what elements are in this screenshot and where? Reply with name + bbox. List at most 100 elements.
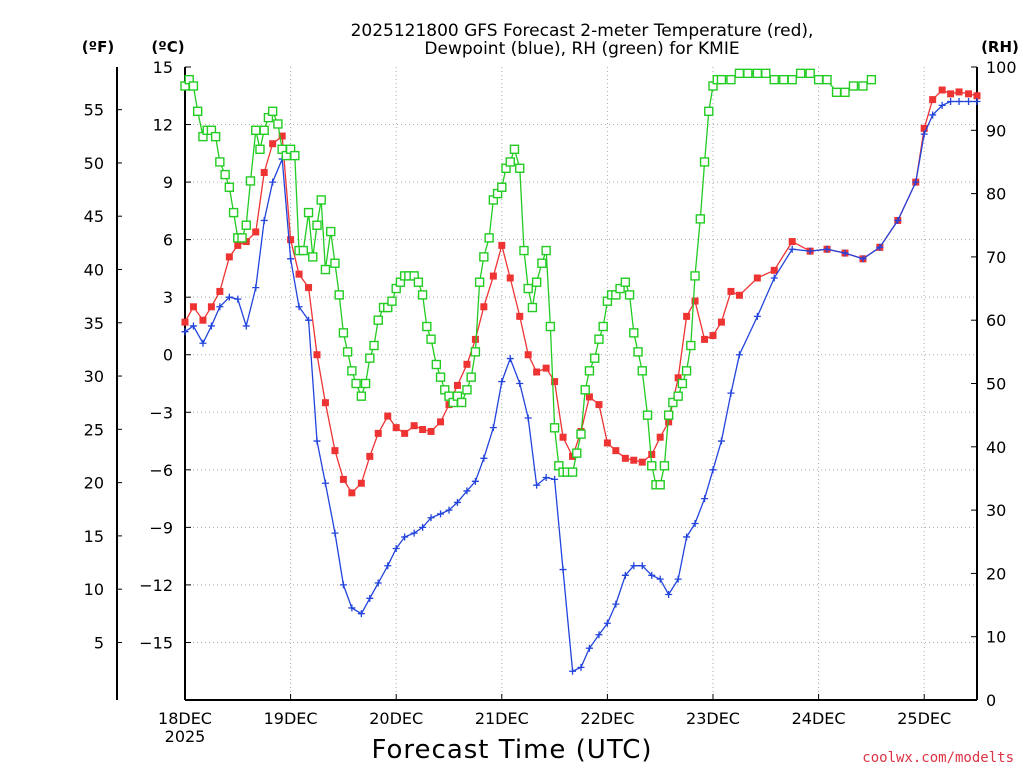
temperature-point	[683, 312, 691, 320]
rh-point	[431, 359, 442, 370]
rh-point	[659, 461, 670, 471]
dewpoint-point	[542, 473, 550, 481]
grid-layer	[185, 67, 977, 700]
rh-point	[695, 214, 706, 224]
temperature-point	[295, 270, 303, 278]
rh-point	[320, 264, 331, 275]
x-tick-label: 21DEC	[475, 709, 529, 728]
rh-point	[787, 74, 797, 85]
rh-point	[813, 74, 824, 85]
rh-point	[241, 220, 251, 230]
temperature-point	[269, 140, 277, 148]
dewpoint-point	[938, 101, 946, 109]
rh-point	[840, 87, 850, 98]
dewpoint-point	[630, 562, 638, 570]
dewpoint-point	[384, 562, 392, 570]
temperature-point	[770, 266, 778, 274]
fahrenheit-unit-label: (ºF)	[82, 38, 114, 56]
rh-point	[629, 328, 639, 338]
temperature-point	[533, 368, 541, 376]
rh-point	[590, 353, 600, 363]
dewpoint-point	[524, 414, 532, 422]
dewpoint-point	[735, 351, 743, 359]
temperature-point	[788, 238, 796, 246]
temperature-point	[437, 418, 445, 426]
temperature-point	[516, 312, 524, 320]
rh-point	[752, 68, 763, 79]
celsius-unit-label: (ºC)	[151, 38, 184, 56]
dewpoint-point	[770, 274, 778, 282]
rh-point	[466, 372, 476, 382]
rh-point	[369, 340, 379, 351]
temperature-point	[463, 360, 471, 368]
rh-point	[356, 391, 367, 401]
temperature-point	[955, 88, 963, 96]
rh-point	[245, 176, 256, 186]
rh-point	[673, 391, 683, 401]
x-tick-label: 24DEC	[792, 709, 846, 728]
dewpoint-point	[489, 424, 497, 432]
temperature-point	[410, 422, 418, 430]
dewpoint-point	[603, 619, 611, 627]
dewpoint-point	[260, 216, 268, 224]
dewpoint-point	[806, 247, 814, 255]
rh-point	[474, 277, 485, 287]
rh-unit-label: (RH)	[981, 38, 1019, 56]
dewpoint-point	[348, 604, 356, 612]
rh-point	[192, 106, 203, 117]
rh-point	[527, 302, 538, 313]
temperature-point	[753, 274, 761, 282]
rh-point	[273, 119, 283, 129]
dewpoint-point	[691, 520, 699, 528]
rh-point	[704, 106, 714, 117]
rh-tick-label: 70	[986, 248, 1006, 267]
footer-credit[interactable]: coolwx.com/modelts	[862, 750, 1014, 766]
rh-point	[470, 347, 481, 357]
temperature-point	[674, 374, 682, 382]
dewpoint-point	[656, 575, 664, 583]
rh-point	[690, 271, 700, 281]
dewpoint-point	[357, 610, 365, 618]
x-axis-title: Forecast Time (UTC)	[371, 735, 652, 765]
rh-point	[699, 157, 710, 167]
rh-point	[686, 340, 696, 351]
temperature-point	[348, 489, 356, 497]
rh-point	[417, 290, 428, 300]
celsius-tick-label: −9	[149, 518, 173, 537]
rh-point	[290, 150, 300, 161]
temperature-point	[656, 433, 664, 441]
dewpoint-point	[189, 322, 197, 330]
temperature-point	[630, 456, 638, 464]
rh-point	[668, 397, 678, 408]
rh-point	[567, 467, 578, 477]
temperature-point	[585, 393, 593, 401]
x-tick-label: 23DEC	[686, 709, 740, 728]
rh-point	[633, 347, 643, 357]
celsius-tick-label: 12	[153, 116, 173, 135]
dewpoint-point	[701, 495, 709, 503]
dewpoint-point	[242, 322, 250, 330]
temperature-point	[648, 450, 656, 458]
x-tick-label: 19DEC	[264, 709, 318, 728]
rh-point	[615, 283, 625, 294]
dewpoint-point	[463, 487, 471, 495]
rh-point	[545, 321, 556, 332]
rh-point	[655, 480, 665, 490]
temperature-point	[419, 426, 427, 434]
rh-point	[308, 252, 318, 262]
rh-point	[351, 378, 361, 389]
rh-point	[642, 410, 653, 420]
rh-point	[435, 372, 446, 382]
rh-point	[716, 74, 727, 85]
rh-point	[537, 258, 547, 268]
rh-point	[479, 252, 489, 262]
rh-point	[259, 125, 269, 136]
rh-tick-label: 100	[986, 58, 1017, 77]
rh-point	[848, 81, 859, 91]
temperature-point	[339, 475, 347, 483]
fahrenheit-tick-label: 20	[84, 474, 104, 493]
rh-point	[584, 366, 595, 376]
dewpoint-point	[295, 303, 303, 311]
temperature-point	[701, 335, 709, 343]
dewpoint-point	[498, 378, 506, 386]
